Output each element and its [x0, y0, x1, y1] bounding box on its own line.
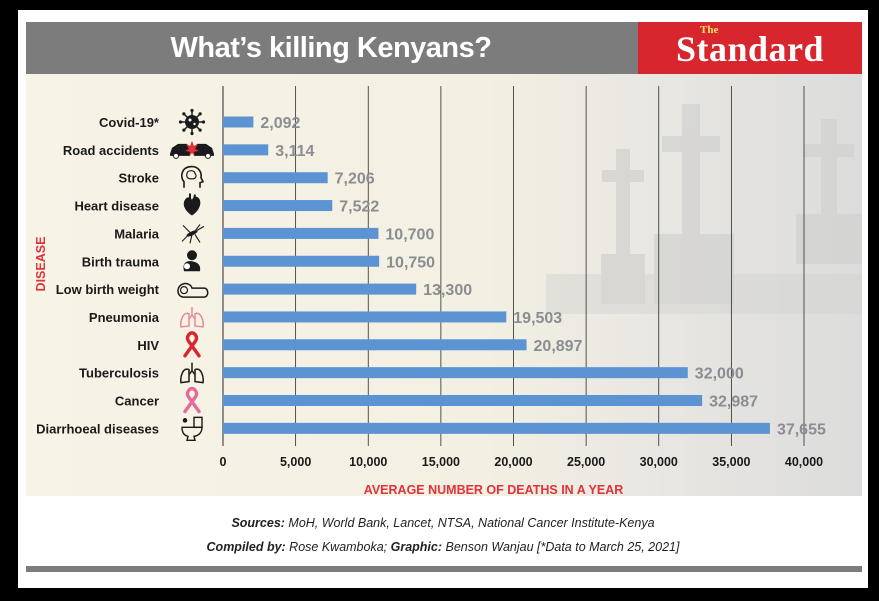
brand-logo: The Standard	[638, 22, 862, 74]
virus-icon	[178, 108, 206, 136]
baby-icon	[177, 282, 209, 298]
x-tick-label: 5,000	[280, 455, 311, 469]
graphic-label: Graphic:	[390, 540, 443, 554]
value-label: 10,700	[385, 226, 434, 243]
credits-line: Compiled by: Rose Kwamboka; Graphic: Ben…	[18, 540, 868, 554]
category-label: Stroke	[119, 171, 159, 186]
bar	[223, 283, 417, 295]
chart-title: What’s killing Kenyans?	[170, 32, 492, 64]
heart-icon	[183, 193, 201, 216]
category-label: Birth trauma	[82, 254, 160, 269]
compiled-label: Compiled by:	[206, 540, 286, 554]
category-label: Diarrhoeal diseases	[36, 421, 159, 436]
value-label: 19,503	[513, 310, 562, 327]
value-label: 10,750	[386, 254, 435, 271]
category-label: Road accidents	[63, 143, 159, 158]
y-axis-title: DISEASE	[34, 237, 48, 292]
footer-bar	[26, 566, 862, 572]
brand-small-text: The	[700, 24, 719, 36]
lungs-pink-icon	[180, 306, 204, 328]
bar	[223, 116, 254, 128]
sources-line: Sources: MoH, World Bank, Lancet, NTSA, …	[18, 516, 868, 530]
brand-name: Standard	[675, 29, 825, 69]
value-label: 3,114	[275, 143, 314, 160]
x-tick-label: 40,000	[785, 455, 823, 469]
bar	[223, 144, 269, 156]
compiled-text: Rose Kwamboka;	[285, 540, 391, 554]
sources-text: MoH, World Bank, Lancet, NTSA, National …	[284, 516, 655, 530]
red-ribbon-icon	[183, 331, 201, 358]
x-tick-label: 30,000	[640, 455, 678, 469]
toilet-icon	[181, 416, 203, 442]
value-label: 13,300	[423, 282, 472, 299]
sources-label: Sources:	[231, 516, 285, 530]
category-label: HIV	[137, 338, 159, 353]
value-label: 37,655	[777, 421, 826, 438]
pink-ribbon-icon	[183, 386, 201, 414]
graphic-text: Benson Wanjau [*Data to March 25, 2021]	[442, 540, 680, 554]
lungs-icon	[180, 362, 204, 384]
category-label: Covid-19*	[99, 115, 160, 130]
x-tick-label: 25,000	[567, 455, 605, 469]
title-bar: What’s killing Kenyans? The Standard	[26, 22, 862, 74]
car-crash-icon	[170, 140, 214, 159]
bar	[223, 395, 703, 406]
x-axis-title: AVERAGE NUMBER OF DEATHS IN A YEAR	[364, 483, 624, 496]
value-label: 32,000	[695, 366, 744, 383]
value-label: 7,206	[335, 171, 375, 188]
category-label: Tuberculosis	[79, 366, 159, 381]
category-label: Heart disease	[74, 199, 159, 214]
cemetery-backdrop-icon	[546, 104, 862, 314]
value-label: 20,897	[534, 338, 583, 355]
value-label: 2,092	[260, 115, 300, 132]
x-tick-label: 35,000	[712, 455, 750, 469]
category-label: Low birth weight	[56, 282, 160, 297]
bar	[223, 339, 527, 351]
birth-trauma-icon	[183, 250, 201, 272]
x-tick-label: 15,000	[422, 455, 460, 469]
category-label: Malaria	[114, 226, 160, 241]
bar	[223, 311, 507, 323]
bar	[223, 255, 380, 267]
category-label: Pneumonia	[89, 310, 160, 325]
bar	[223, 200, 333, 212]
bar	[223, 422, 770, 434]
chart-area: 0 5,000 10,000 15,000 20,000 25,000 30,000 35,0…	[26, 74, 862, 496]
bar-chart: 0 5,000 10,000 15,000 20,000 25,000 30,000 35,0…	[34, 86, 826, 496]
mosquito-icon	[181, 224, 205, 244]
bar	[223, 367, 688, 379]
bar	[223, 227, 379, 239]
infographic-card: What’s killing Kenyans? The Standard 0 5,…	[18, 10, 868, 588]
x-tick-label: 20,000	[494, 455, 532, 469]
x-tick-label: 10,000	[349, 455, 387, 469]
brain-head-icon	[180, 165, 205, 188]
x-tick-label: 0	[220, 455, 227, 469]
value-label: 7,522	[339, 199, 379, 216]
value-label: 32,987	[709, 394, 758, 411]
category-label: Cancer	[115, 394, 159, 409]
bar	[223, 172, 328, 184]
